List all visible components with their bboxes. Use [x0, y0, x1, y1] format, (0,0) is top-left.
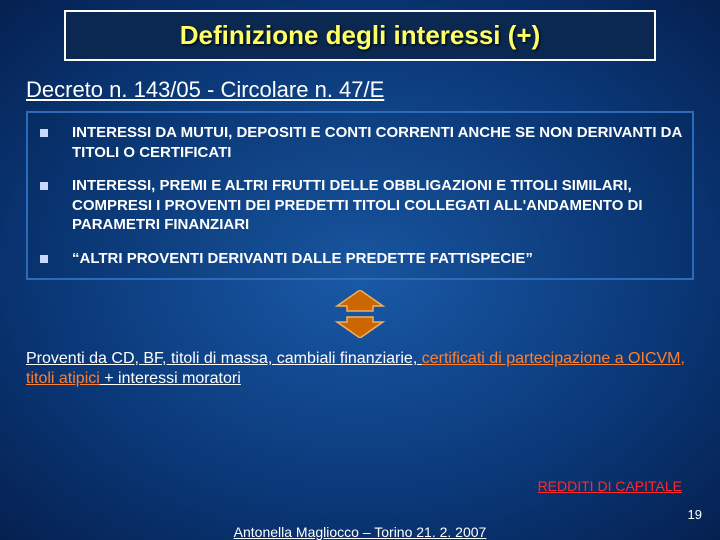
bullet-text: “ALTRI PROVENTI DERIVANTI DALLE PREDETTE…	[72, 249, 533, 269]
footnote-text: Proventi da CD, BF, titoli di massa, cam…	[26, 350, 422, 367]
content-box: INTERESSI DA MUTUI, DEPOSITI E CONTI COR…	[26, 111, 694, 280]
slide-title: Definizione degli interessi (+)	[180, 20, 540, 50]
slide-subtitle: Decreto n. 143/05 - Circolare n. 47/E	[26, 77, 694, 103]
square-bullet-icon	[40, 182, 48, 190]
footer-text: Antonella Magliocco – Torino 21. 2. 2007	[0, 524, 720, 540]
bullet-item: “ALTRI PROVENTI DERIVANTI DALLE PREDETTE…	[38, 249, 682, 269]
bullet-text: INTERESSI DA MUTUI, DEPOSITI E CONTI COR…	[72, 123, 682, 162]
footnote-text: + interessi moratori	[100, 370, 241, 387]
bullet-item: INTERESSI DA MUTUI, DEPOSITI E CONTI COR…	[38, 123, 682, 162]
bullet-item: INTERESSI, PREMI E ALTRI FRUTTI DELLE OB…	[38, 176, 682, 235]
page-number: 19	[688, 507, 702, 522]
arrow-block	[0, 290, 720, 343]
slide-title-box: Definizione degli interessi (+)	[64, 10, 656, 61]
double-arrow-icon	[325, 290, 395, 338]
square-bullet-icon	[40, 255, 48, 263]
bullet-text: INTERESSI, PREMI E ALTRI FRUTTI DELLE OB…	[72, 176, 682, 235]
category-label: REDDITI DI CAPITALE	[538, 478, 682, 494]
footnote: Proventi da CD, BF, titoli di massa, cam…	[26, 349, 694, 389]
square-bullet-icon	[40, 129, 48, 137]
